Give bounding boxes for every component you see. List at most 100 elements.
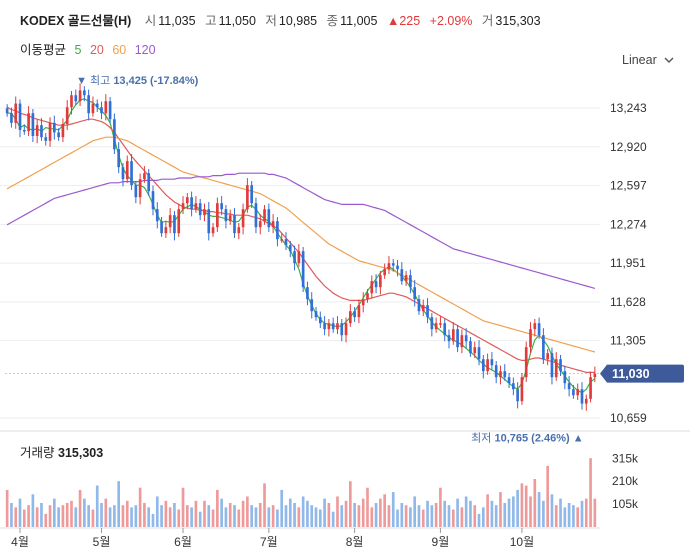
volume-bar bbox=[185, 505, 189, 527]
volume-value: 315,303 bbox=[495, 14, 541, 28]
volume-bar bbox=[400, 503, 404, 527]
volume-bar bbox=[246, 496, 249, 527]
volume-bar bbox=[203, 500, 206, 527]
date-tick-label: 9월 bbox=[432, 535, 450, 549]
volume-bar bbox=[451, 509, 455, 527]
volume-bar bbox=[379, 498, 382, 527]
ma-20-label: 20 bbox=[89, 43, 104, 57]
candle-body bbox=[507, 377, 511, 384]
volume-bar bbox=[434, 503, 438, 527]
volume-bar bbox=[537, 492, 541, 527]
open-label: 시 bbox=[144, 14, 157, 28]
volume-bar bbox=[323, 498, 326, 527]
volume-bar bbox=[228, 503, 232, 527]
candle-body bbox=[74, 95, 78, 102]
candle-body bbox=[387, 263, 391, 270]
candle-body bbox=[567, 383, 571, 390]
volume-bar bbox=[409, 507, 412, 527]
candle-body bbox=[554, 359, 558, 378]
current-price-tag: 11,030 bbox=[5, 364, 684, 383]
volume-bar bbox=[258, 503, 262, 527]
volume-bar bbox=[327, 503, 331, 527]
volume-bar bbox=[542, 500, 545, 527]
candle-body bbox=[516, 389, 519, 402]
volume-bar bbox=[31, 494, 35, 527]
volume-bar bbox=[147, 507, 151, 527]
candle-body bbox=[572, 389, 575, 396]
candle-body bbox=[190, 197, 193, 210]
volume-bar bbox=[198, 511, 202, 527]
date-tick-label: 10월 bbox=[510, 535, 534, 549]
candle-body bbox=[370, 281, 374, 294]
volume-tick-label: 210k bbox=[612, 474, 639, 488]
candle-body bbox=[177, 209, 181, 234]
volume-bar bbox=[490, 500, 494, 527]
candle-body bbox=[113, 119, 116, 150]
candle-body bbox=[584, 398, 588, 404]
volume-bar bbox=[344, 500, 348, 527]
volume-bar bbox=[572, 505, 575, 527]
candle-body bbox=[288, 245, 292, 252]
candle-body bbox=[559, 359, 562, 372]
candle-body bbox=[413, 287, 417, 300]
volume-bar bbox=[267, 507, 271, 527]
candle-body bbox=[27, 113, 30, 132]
candle-body bbox=[336, 323, 339, 330]
volume-bar bbox=[464, 496, 468, 527]
volume-bar bbox=[473, 505, 477, 527]
scale-selector[interactable]: Linear bbox=[622, 53, 674, 67]
volume-bar bbox=[349, 481, 352, 527]
volume-bar bbox=[529, 496, 532, 527]
volume-bar bbox=[361, 498, 365, 527]
min-price-marker: 최저 10,765 (2.46%) ▲ bbox=[471, 431, 583, 444]
candle-body bbox=[306, 287, 309, 300]
date-tick-label: 7월 bbox=[260, 535, 278, 549]
volume-bar bbox=[576, 507, 580, 527]
candle-body bbox=[409, 275, 412, 288]
volume-bar bbox=[293, 503, 296, 527]
candle-body bbox=[53, 122, 56, 133]
price-tick-label: 11,305 bbox=[610, 334, 646, 348]
candle-body bbox=[207, 209, 211, 234]
candle-body bbox=[563, 371, 567, 384]
chart-grid bbox=[0, 107, 600, 419]
volume-bar bbox=[383, 494, 386, 527]
volume-bar bbox=[48, 505, 52, 527]
candle-body bbox=[379, 275, 382, 288]
low-value: 10,985 bbox=[278, 14, 318, 28]
volume-bar bbox=[391, 492, 395, 527]
candle-body bbox=[48, 122, 52, 141]
volume-bar bbox=[417, 505, 421, 527]
volume-bar bbox=[481, 507, 485, 527]
candle-body bbox=[258, 221, 262, 228]
volume-bar bbox=[456, 498, 459, 527]
volume-bar bbox=[318, 509, 322, 527]
candle-body bbox=[310, 299, 314, 312]
moving-average-label: 이동평균 bbox=[20, 43, 67, 57]
candle-body bbox=[57, 132, 60, 138]
volume-axis: 315k 210k 105k bbox=[612, 451, 639, 511]
volume-bar bbox=[353, 503, 356, 527]
candlestick-series bbox=[5, 83, 597, 411]
candle-body bbox=[542, 335, 545, 360]
candle-body bbox=[134, 185, 138, 198]
candle-body bbox=[439, 323, 442, 325]
volume-bar bbox=[499, 492, 502, 527]
volume-bar bbox=[53, 498, 56, 527]
candle-body bbox=[473, 347, 477, 354]
volume-bar bbox=[14, 507, 18, 527]
candle-body bbox=[40, 125, 43, 138]
volume-bar bbox=[288, 498, 292, 527]
extreme-markers: ▼ 최고 13,425 (-17.84%) 최저 10,765 (2.46%) ▲ bbox=[76, 74, 584, 444]
current-price-badge bbox=[600, 364, 684, 383]
volume-bar bbox=[357, 505, 361, 527]
volume-bar bbox=[220, 498, 223, 527]
moving-average-legend[interactable]: 이동평균 5 20 60 120 bbox=[20, 39, 161, 58]
volume-bar bbox=[83, 498, 86, 527]
open-value: 11,035 bbox=[158, 14, 196, 28]
volume-bar bbox=[524, 485, 528, 527]
candle-body bbox=[434, 323, 438, 330]
price-tick-label: 11,628 bbox=[610, 295, 646, 309]
